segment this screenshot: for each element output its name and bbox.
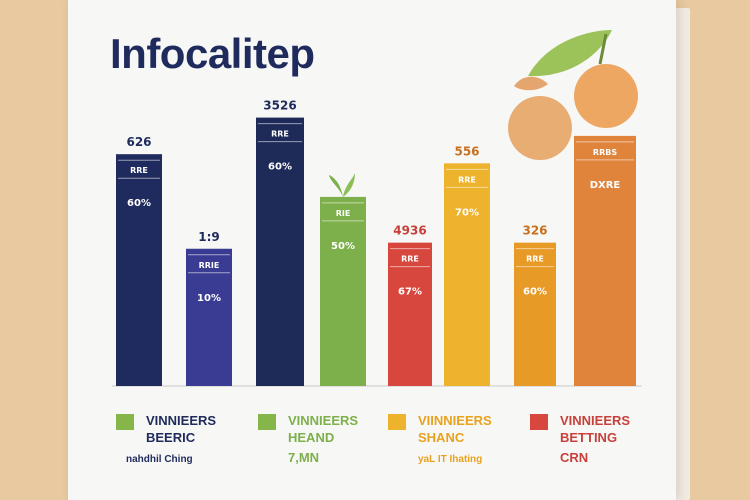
bar-percent-label: 60% [268, 162, 292, 173]
bar-top-label: 556 [454, 144, 479, 158]
sprout-icon [343, 172, 355, 197]
legend: VINNIEERS BEERIC nahdhil Ching VINNIEERS HEA… [116, 413, 630, 465]
bar-upper-label: RRE [526, 255, 544, 264]
peach-right-icon [574, 64, 638, 128]
bar-4 [320, 196, 366, 386]
legend-label-line3: 7,MN [288, 450, 319, 465]
bar-1 [116, 154, 162, 386]
leaf-small-icon [514, 76, 548, 91]
bar-8 [574, 135, 636, 386]
bar-5 [388, 242, 432, 386]
bar-top-label: 326 [522, 224, 547, 238]
bar-top-label: 1:9 [198, 230, 220, 244]
stem-icon [598, 33, 608, 65]
bar-upper-label: RRE [458, 175, 476, 184]
bar-percent-label: 60% [127, 198, 151, 209]
bar-6 [444, 163, 490, 386]
legend-label-line1: VINNIEERS [288, 413, 358, 428]
legend-label-line2: SHANC [418, 430, 465, 445]
legend-swatch [388, 414, 406, 430]
legend-label-line1: VINNIEERS [560, 413, 630, 428]
bar-percent-label: 67% [398, 287, 422, 298]
bar-upper-label: RRE [271, 130, 289, 139]
bar-upper-label: RRBS [593, 148, 617, 157]
legend-label-line2: HEAND [288, 430, 334, 445]
bar-upper-label: RRE [401, 255, 419, 264]
legend-label-line2: BEERIC [146, 430, 196, 445]
bar-percent-label: DXRE [590, 180, 621, 191]
bar-top-label: 4936 [393, 224, 426, 238]
bars-group: 626 RRE 60% 1:9 RRIE 10% 3526 RRE 60% RIE 50% 4936 R… [116, 99, 636, 386]
sprout-icon [329, 174, 343, 197]
bar-percent-label: 50% [331, 241, 355, 252]
peach-left-icon [508, 96, 572, 160]
legend-label-line1: VIINNIEERS [418, 413, 492, 428]
bar-top-label: 626 [126, 135, 151, 149]
bar-upper-label: RIE [336, 209, 351, 218]
chart-title: Infocalitep [110, 30, 315, 77]
bar-percent-label: 70% [455, 207, 479, 218]
bar-upper-label: RRIE [199, 261, 220, 270]
legend-swatch [116, 414, 134, 430]
bar-3 [256, 117, 304, 386]
bar-2 [186, 248, 232, 386]
bar-percent-label: 10% [197, 293, 221, 304]
fruit-illustration [508, 30, 638, 160]
bar-top-label: 3526 [263, 99, 296, 113]
bar-7 [514, 242, 556, 386]
legend-swatch [530, 414, 548, 430]
legend-label-line3: nahdhil Ching [126, 454, 193, 465]
legend-label-line3: yaL IT Ihating [418, 454, 482, 465]
bar-upper-label: RRE [130, 166, 148, 175]
legend-label-line3: CRN [560, 450, 588, 465]
legend-label-line1: VINNIEERS [146, 413, 216, 428]
bar-percent-label: 60% [523, 287, 547, 298]
legend-swatch [258, 414, 276, 430]
legend-label-line2: BETTING [560, 430, 617, 445]
leaf-icon [528, 30, 612, 77]
